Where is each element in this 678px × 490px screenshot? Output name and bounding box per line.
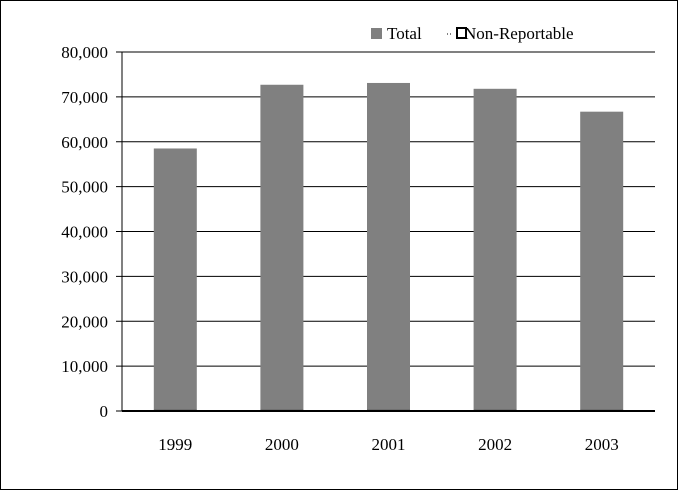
x-tick-label: 2000	[265, 435, 299, 454]
y-tick-label: 50,000	[61, 178, 108, 197]
x-axis-labels: 1999 2000 2001 2002 2003	[158, 435, 618, 454]
y-tick-label: 80,000	[61, 43, 108, 62]
bar-total	[474, 89, 517, 411]
y-axis-ticks: 0 10,000 20,000 30,000 40,000 50,000 60,000 70,…	[61, 43, 122, 421]
y-tick-label: 70,000	[61, 88, 108, 107]
bar-total	[154, 148, 197, 411]
y-tick-label: 0	[100, 402, 109, 421]
legend-label-non-reportable: Non-Reportable	[464, 24, 574, 43]
bars	[154, 83, 623, 411]
y-tick-label: 20,000	[61, 312, 108, 331]
x-tick-label: 2002	[478, 435, 512, 454]
x-tick-label: 1999	[158, 435, 192, 454]
legend: Total Non-Reportable	[371, 24, 574, 43]
y-tick-label: 30,000	[61, 267, 108, 286]
x-tick-label: 2001	[372, 435, 406, 454]
x-tick-label: 2003	[585, 435, 619, 454]
y-tick-label: 40,000	[61, 223, 108, 242]
bar-total	[367, 83, 410, 411]
bar-total	[580, 112, 623, 411]
bar-total	[260, 85, 303, 411]
legend-label-total: Total	[387, 24, 422, 43]
y-tick-label: 10,000	[61, 357, 108, 376]
legend-swatch-total	[371, 28, 382, 39]
y-tick-label: 60,000	[61, 133, 108, 152]
